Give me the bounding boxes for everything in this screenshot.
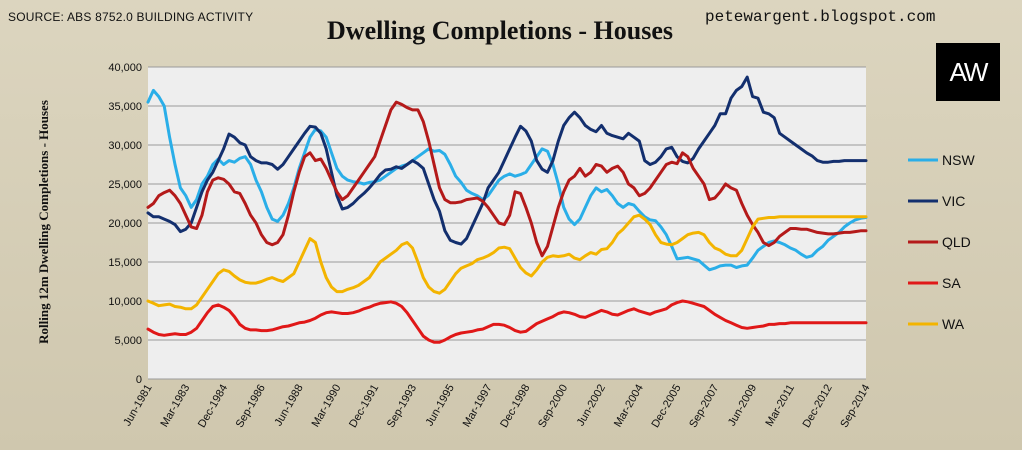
series-line-sa — [146, 299, 868, 344]
x-tick-label: Sep-2000 — [536, 383, 570, 430]
x-tick-label: Mar-2004 — [612, 383, 646, 430]
series-line-qld — [146, 100, 868, 258]
source-note: SOURCE: ABS 8752.0 BUILDING ACTIVITY — [8, 10, 254, 24]
x-tick-label: Sep-2014 — [838, 383, 872, 430]
y-tick-label: 30,000 — [108, 140, 142, 152]
series-lines — [146, 75, 868, 344]
blog-url: petewargent.blogspot.com — [705, 8, 936, 26]
x-tick-label: Sep-1986 — [234, 383, 268, 430]
series-line-vic — [146, 75, 868, 246]
legend-label-sa: SA — [942, 275, 961, 291]
chart-title: Dwelling Completions - Houses — [327, 16, 673, 45]
y-tick-label: 15,000 — [108, 257, 142, 269]
y-tick-label: 40,000 — [108, 62, 142, 74]
y-tick-label: 5,000 — [114, 335, 142, 347]
x-tick-label: Mar-1990 — [310, 383, 344, 430]
y-tick-label: 35,000 — [108, 101, 142, 113]
x-tick-label: Dec-1998 — [498, 383, 532, 430]
x-tick-label: Mar-2011 — [763, 383, 797, 429]
aw-logo: AW — [936, 43, 1000, 101]
aw-logo-text: AW — [949, 56, 989, 87]
legend: NSW VIC QLD SA WA — [908, 152, 975, 332]
y-axis-label: Rolling 12m Dwelling Completions - House… — [36, 100, 51, 344]
x-tick-label: Dec-1984 — [196, 383, 230, 430]
x-tick-label: Jun-1981 — [121, 383, 154, 429]
y-tick-label: 20,000 — [108, 218, 142, 230]
series-line-wa — [146, 213, 868, 311]
y-tick-label: 10,000 — [108, 296, 142, 308]
legend-label-qld: QLD — [942, 234, 971, 250]
y-axis-ticks: 0 5,000 10,000 15,000 20,000 25,000 30,000 35,0… — [108, 62, 142, 386]
series-line-nsw — [146, 88, 868, 272]
legend-label-nsw: NSW — [942, 152, 975, 168]
y-tick-label: 25,000 — [108, 179, 142, 191]
x-tick-label: Jun-2009 — [726, 383, 759, 429]
legend-label-vic: VIC — [942, 193, 965, 209]
legend-label-wa: WA — [942, 316, 965, 332]
x-tick-label: Mar-1997 — [461, 382, 495, 429]
x-tick-label: Jun-2002 — [575, 383, 608, 429]
x-axis-ticks: Jun-1981 Mar-1983 Dec-1984 Sep-1986 Jun-1988… — [121, 382, 872, 429]
x-tick-label: Sep-2007 — [687, 383, 721, 430]
x-tick-label: Jun-1995 — [424, 383, 457, 429]
x-tick-label: Dec-1991 — [347, 383, 381, 430]
y-tick-label: 0 — [136, 374, 142, 386]
x-tick-label: Dec-2012 — [801, 383, 835, 430]
gridlines — [148, 66, 866, 380]
x-tick-label: Dec-2005 — [649, 383, 683, 430]
x-tick-label: Jun-1988 — [272, 383, 305, 429]
x-tick-label: Mar-1983 — [158, 383, 192, 430]
x-tick-label: Sep-1993 — [385, 383, 419, 430]
